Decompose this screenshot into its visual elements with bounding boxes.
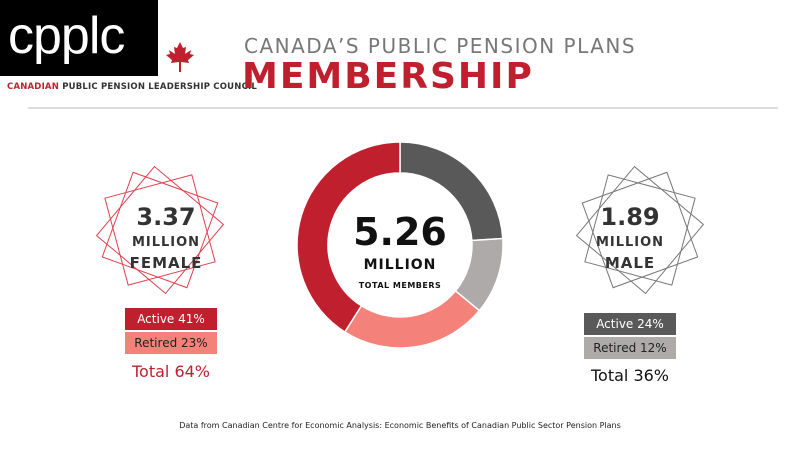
page-title: MEMBERSHIP (242, 56, 534, 97)
male-decoration (575, 165, 705, 295)
female-decoration (95, 165, 225, 295)
membership-donut-chart (296, 141, 504, 349)
female-total: Total 64% (131, 362, 210, 381)
female-retired-badge: Retired 23% (125, 332, 217, 354)
female-unit: MILLION (131, 235, 201, 250)
male-unit: MILLION (595, 235, 665, 250)
council-rest: PUBLIC PENSION LEADERSHIP COUNCIL (59, 82, 258, 92)
logo-text: cpplc (8, 7, 125, 65)
center-unit: MILLION (363, 257, 437, 273)
male-active-badge: Active 24% (584, 313, 676, 335)
center-label: TOTAL MEMBERS (358, 281, 442, 290)
source-note: Data from Canadian Centre for Economic A… (179, 421, 621, 430)
donut-slice-female-active (296, 141, 401, 334)
female-value: 3.37 (136, 203, 196, 231)
donut-slice-female-retired (343, 289, 481, 349)
female-label: FEMALE (129, 254, 203, 272)
maple-leaf-icon (166, 42, 194, 72)
male-value: 1.89 (600, 203, 660, 231)
male-label: MALE (604, 254, 656, 272)
female-active-badge: Active 41% (125, 308, 217, 330)
divider (28, 107, 778, 109)
male-retired-badge: Retired 12% (584, 337, 676, 359)
council-name: CANADIAN PUBLIC PENSION LEADERSHIP COUNC… (7, 82, 257, 92)
male-total: Total 36% (590, 366, 669, 385)
council-red: CANADIAN (7, 82, 60, 92)
center-value: 5.26 (353, 210, 447, 254)
page-subtitle: CANADA’S PUBLIC PENSION PLANS (244, 34, 637, 58)
logo: cpplc (0, 0, 158, 76)
